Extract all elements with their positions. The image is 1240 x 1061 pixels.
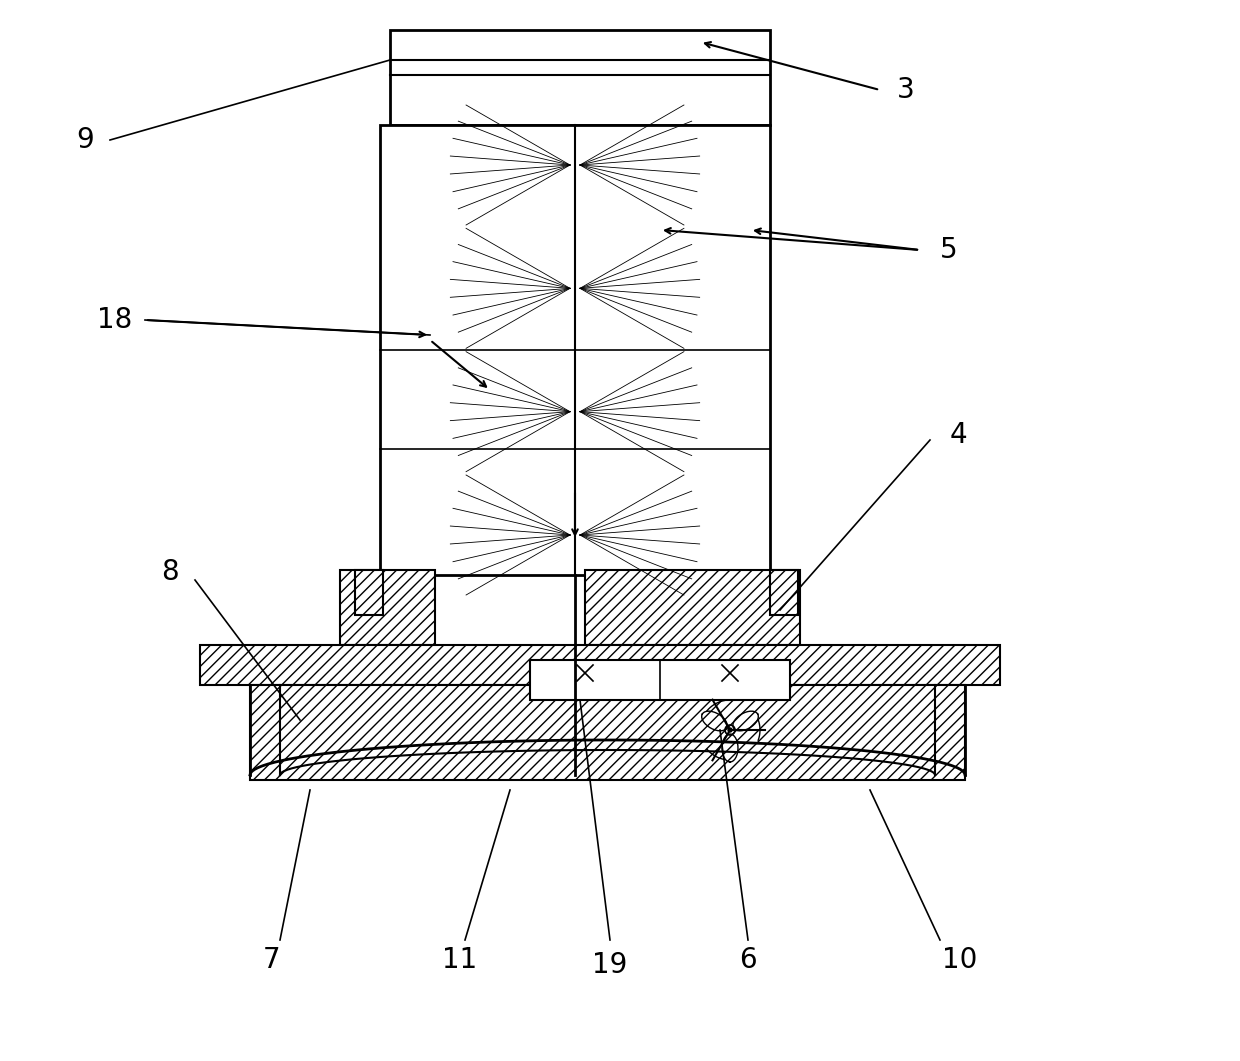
Text: 18: 18 <box>98 306 133 334</box>
Text: 6: 6 <box>739 946 756 974</box>
Bar <box>250 685 965 780</box>
Text: 3: 3 <box>897 76 915 104</box>
Bar <box>340 570 435 645</box>
Text: 10: 10 <box>942 946 977 974</box>
Bar <box>379 125 770 575</box>
Text: 7: 7 <box>263 946 280 974</box>
Bar <box>355 570 383 615</box>
Text: 8: 8 <box>161 558 179 586</box>
Bar <box>200 645 999 685</box>
Text: 9: 9 <box>76 126 94 154</box>
Bar <box>585 570 800 645</box>
Text: 11: 11 <box>443 946 477 974</box>
Text: 19: 19 <box>593 951 627 979</box>
Bar <box>770 570 799 615</box>
Bar <box>391 30 770 125</box>
Text: 4: 4 <box>950 421 967 449</box>
Circle shape <box>728 728 732 732</box>
Bar <box>529 660 790 700</box>
Text: 5: 5 <box>940 236 957 264</box>
